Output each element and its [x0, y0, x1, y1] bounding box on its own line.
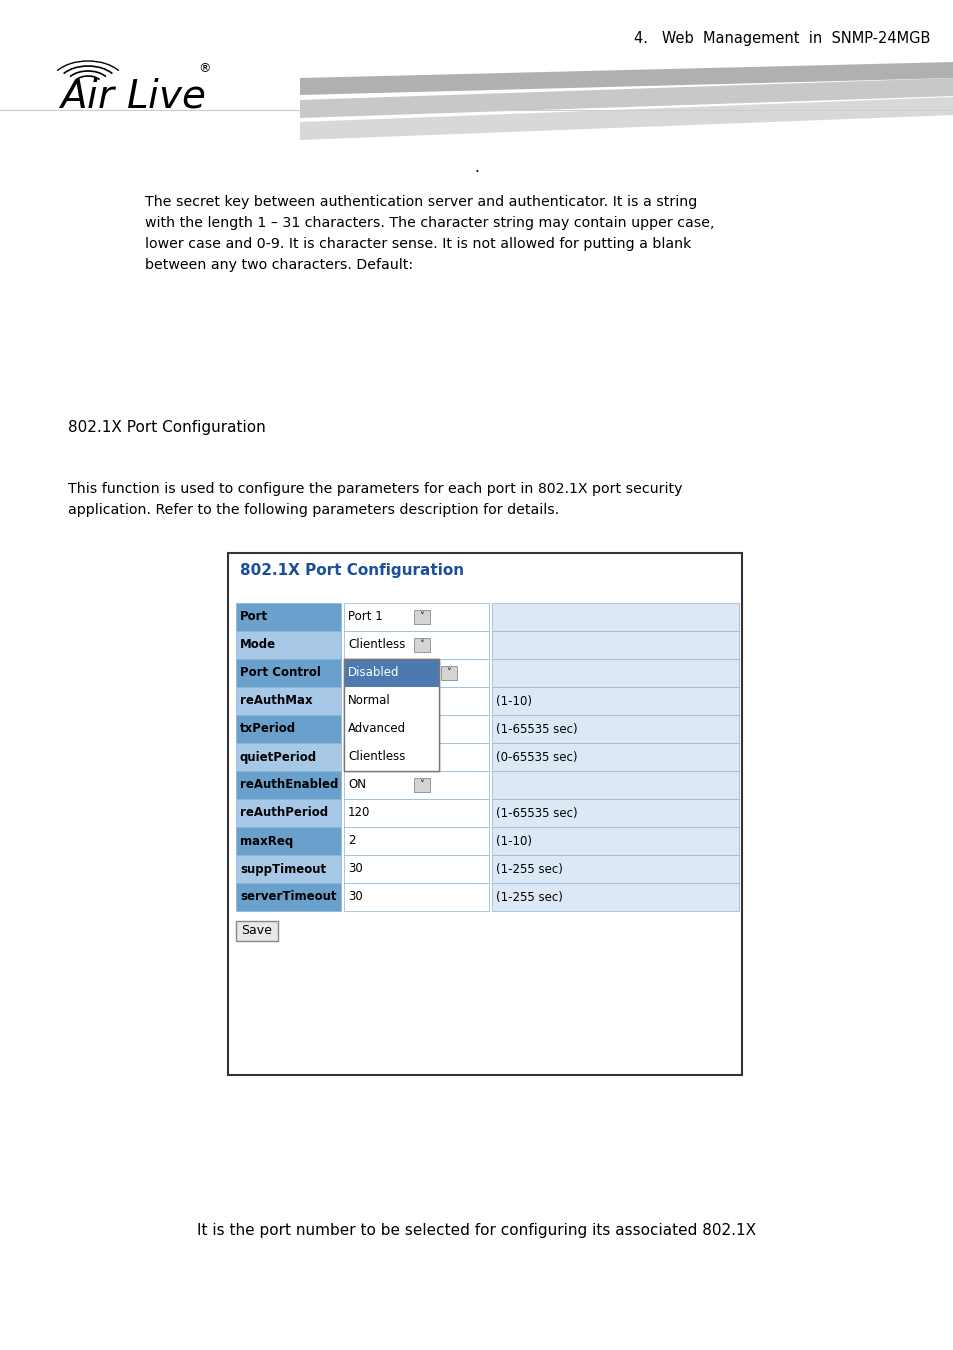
Text: Clientless: Clientless [348, 639, 405, 652]
Bar [440, 666, 456, 680]
Bar [492, 687, 739, 716]
Text: Disabled: Disabled [348, 667, 399, 679]
Bar [344, 630, 489, 659]
Text: (1-65535 sec): (1-65535 sec) [496, 722, 577, 736]
FancyBboxPatch shape [235, 921, 277, 941]
Text: (1-10): (1-10) [496, 834, 532, 848]
Text: 60: 60 [348, 751, 362, 764]
Bar [344, 687, 489, 716]
Bar [492, 630, 739, 659]
Text: This function is used to configure the parameters for each port in 802.1X port s: This function is used to configure the p… [68, 482, 681, 517]
Bar [235, 743, 340, 771]
Text: txPeriod: txPeriod [240, 722, 295, 736]
Text: $\mathit{Air\ Live}$: $\mathit{Air\ Live}$ [58, 78, 206, 116]
Bar [492, 855, 739, 883]
Text: ˅: ˅ [419, 668, 424, 678]
Text: 30: 30 [348, 722, 362, 736]
Text: ˅: ˅ [419, 640, 424, 649]
Text: reAuthEnabled: reAuthEnabled [240, 779, 338, 791]
Text: ˅: ˅ [446, 668, 451, 678]
Bar [344, 799, 489, 828]
Bar [344, 659, 489, 687]
Bar [492, 743, 739, 771]
Bar [414, 610, 430, 624]
Bar [344, 659, 438, 771]
Polygon shape [299, 62, 953, 95]
Text: (1-65535 sec): (1-65535 sec) [496, 806, 577, 819]
Text: maxReq: maxReq [240, 834, 293, 848]
Text: 30: 30 [348, 891, 362, 903]
Text: Port: Port [240, 610, 268, 624]
Text: 802.1X Port Configuration: 802.1X Port Configuration [240, 563, 464, 578]
Text: reAuthMax: reAuthMax [240, 694, 313, 707]
Text: Port Control: Port Control [240, 667, 320, 679]
Text: quietPeriod: quietPeriod [240, 751, 316, 764]
Text: The secret key between authentication server and authenticator. It is a string
w: The secret key between authentication se… [145, 194, 714, 273]
Text: .: . [474, 161, 479, 176]
Bar [235, 630, 340, 659]
Bar [228, 554, 741, 1075]
Bar [344, 743, 438, 771]
Bar [492, 716, 739, 742]
Bar [344, 828, 489, 855]
Text: Port 1: Port 1 [348, 610, 382, 624]
Bar [492, 828, 739, 855]
Polygon shape [299, 97, 953, 140]
Text: Mode: Mode [240, 639, 275, 652]
Text: 802.1X Port Configuration: 802.1X Port Configuration [68, 420, 266, 435]
Bar [344, 716, 438, 742]
Bar [235, 855, 340, 883]
Text: ˅: ˅ [419, 780, 424, 790]
Text: It is the port number to be selected for configuring its associated 802.1X: It is the port number to be selected for… [197, 1223, 756, 1238]
Text: 2: 2 [348, 834, 355, 848]
Bar [344, 603, 489, 630]
Text: Save: Save [241, 925, 273, 937]
Bar [344, 855, 489, 883]
Bar [344, 659, 438, 687]
Text: (1-255 sec): (1-255 sec) [496, 891, 562, 903]
Text: ®: ® [198, 62, 211, 76]
Bar [492, 883, 739, 911]
Bar [235, 799, 340, 828]
Text: Normal: Normal [348, 694, 391, 707]
Bar [235, 659, 340, 687]
Text: serverTimeout: serverTimeout [240, 891, 336, 903]
Bar [344, 659, 438, 771]
Bar [414, 666, 430, 680]
Text: 4.   Web  Management  in  SNMP-24MGB: 4. Web Management in SNMP-24MGB [633, 31, 929, 46]
Bar [492, 799, 739, 828]
Text: ˅: ˅ [419, 612, 424, 622]
Bar [235, 771, 340, 799]
Bar [344, 883, 489, 911]
Bar [414, 639, 430, 652]
Text: reAuthPeriod: reAuthPeriod [240, 806, 328, 819]
Bar [414, 778, 430, 792]
Bar [492, 659, 739, 687]
Text: ON: ON [348, 779, 366, 791]
Text: Advanced: Advanced [348, 722, 406, 736]
Polygon shape [299, 78, 953, 117]
Bar [344, 771, 489, 799]
Bar [492, 771, 739, 799]
Text: suppTimeout: suppTimeout [240, 863, 326, 876]
Bar [235, 716, 340, 742]
Text: 120: 120 [348, 806, 370, 819]
Text: 30: 30 [348, 863, 362, 876]
Text: Clientless: Clientless [348, 751, 405, 764]
Text: Disabled: Disabled [348, 667, 399, 679]
Bar [344, 687, 438, 716]
Bar [235, 687, 340, 716]
Bar [492, 603, 739, 630]
Bar [235, 603, 340, 630]
Text: (0-65535 sec): (0-65535 sec) [496, 751, 577, 764]
Bar [235, 828, 340, 855]
Text: (1-255 sec): (1-255 sec) [496, 863, 562, 876]
Bar [344, 743, 489, 771]
Bar [235, 883, 340, 911]
Text: (1-10): (1-10) [496, 694, 532, 707]
Bar [344, 716, 489, 742]
